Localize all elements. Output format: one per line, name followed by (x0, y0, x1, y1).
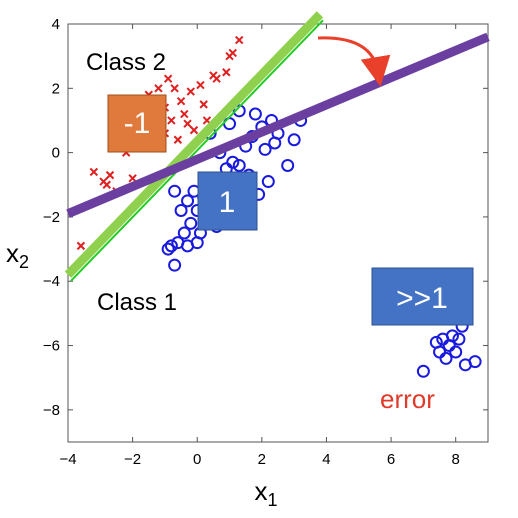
class1-point (416, 364, 430, 378)
tick-marks (67, 23, 488, 442)
class2-label: Class 2 (86, 49, 166, 76)
class1-point (161, 242, 175, 256)
class2-point (102, 180, 111, 189)
class1-point (248, 107, 262, 121)
class1-point (436, 332, 450, 346)
y-tick-label: −2 (43, 209, 60, 226)
class2-point (189, 125, 199, 135)
class2-point (173, 135, 183, 144)
class1-point (258, 142, 272, 156)
class2-point (163, 74, 173, 83)
class1-label: Class 1 (97, 289, 177, 316)
class2-point (76, 241, 86, 251)
class1-point (439, 351, 453, 365)
class2-point (186, 87, 195, 96)
x-tick-label: 6 (387, 451, 395, 468)
class2-point (170, 84, 179, 93)
class2-point (167, 116, 176, 125)
error-label: error (380, 384, 435, 414)
class1-point (449, 345, 463, 359)
class1-point (174, 203, 188, 217)
y-tick-label: −4 (43, 273, 60, 290)
box-minus-one: -1 (107, 94, 167, 153)
x-tick-label: 2 (258, 451, 266, 468)
class1-point (184, 216, 198, 230)
class2-point (196, 80, 205, 90)
class2-point (222, 68, 231, 77)
class1-point (287, 133, 301, 147)
class2-point (89, 167, 99, 177)
class1-point (168, 258, 182, 272)
y-tick-labels: −8 −6 −4 −2 0 2 4 (43, 16, 60, 419)
class2-point (176, 96, 186, 106)
green-thin-line (70, 19, 324, 282)
class2-point (199, 100, 208, 109)
class2-point (235, 35, 244, 45)
class1-point (232, 158, 246, 172)
class1-point (468, 355, 482, 369)
x-tick-label: 4 (322, 451, 330, 468)
y-tick-label: 2 (52, 80, 60, 97)
class1-point (232, 104, 246, 118)
class2-point (154, 84, 163, 93)
class2-point (212, 74, 221, 83)
box-one: 1 (197, 171, 258, 231)
class2-point (180, 109, 189, 119)
x-tick-label: 0 (193, 451, 201, 468)
x-axis-title: x1 (254, 476, 277, 510)
y-axis-title: x2 (6, 238, 29, 272)
box-much-greater: >>1 (371, 267, 474, 326)
class1-point (281, 158, 295, 172)
x-tick-label: −2 (124, 451, 141, 468)
class1-point (177, 226, 191, 240)
class1-point (452, 332, 466, 346)
class1-point (226, 155, 240, 169)
arrow-line-shift (317, 36, 391, 87)
box-one-text: 1 (219, 186, 236, 219)
y-tick-label: −8 (43, 402, 60, 419)
purple-decision-line (66, 32, 490, 218)
x-tick-label: −4 (59, 451, 76, 468)
green-decision-line (64, 11, 324, 278)
box-minus-one-text: -1 (124, 107, 151, 140)
class1-point (261, 175, 275, 189)
plot-area (67, 23, 489, 443)
x-tick-labels: −4 −2 0 2 4 6 8 (59, 451, 459, 468)
y-tick-label: 4 (52, 16, 60, 33)
class1-point (168, 184, 182, 198)
class2-point (183, 119, 192, 128)
y-tick-label: −6 (43, 338, 60, 355)
class1-point (164, 239, 178, 253)
x-tick-label: 8 (452, 451, 460, 468)
y-tick-label: 0 (52, 145, 60, 162)
class1-point (181, 194, 195, 208)
decision-lines (64, 11, 490, 282)
class1-point (433, 345, 447, 359)
class2-point (105, 170, 115, 180)
class2-point (228, 48, 237, 58)
class1-point (268, 136, 282, 150)
box-much-greater-text: >>1 (396, 282, 448, 315)
